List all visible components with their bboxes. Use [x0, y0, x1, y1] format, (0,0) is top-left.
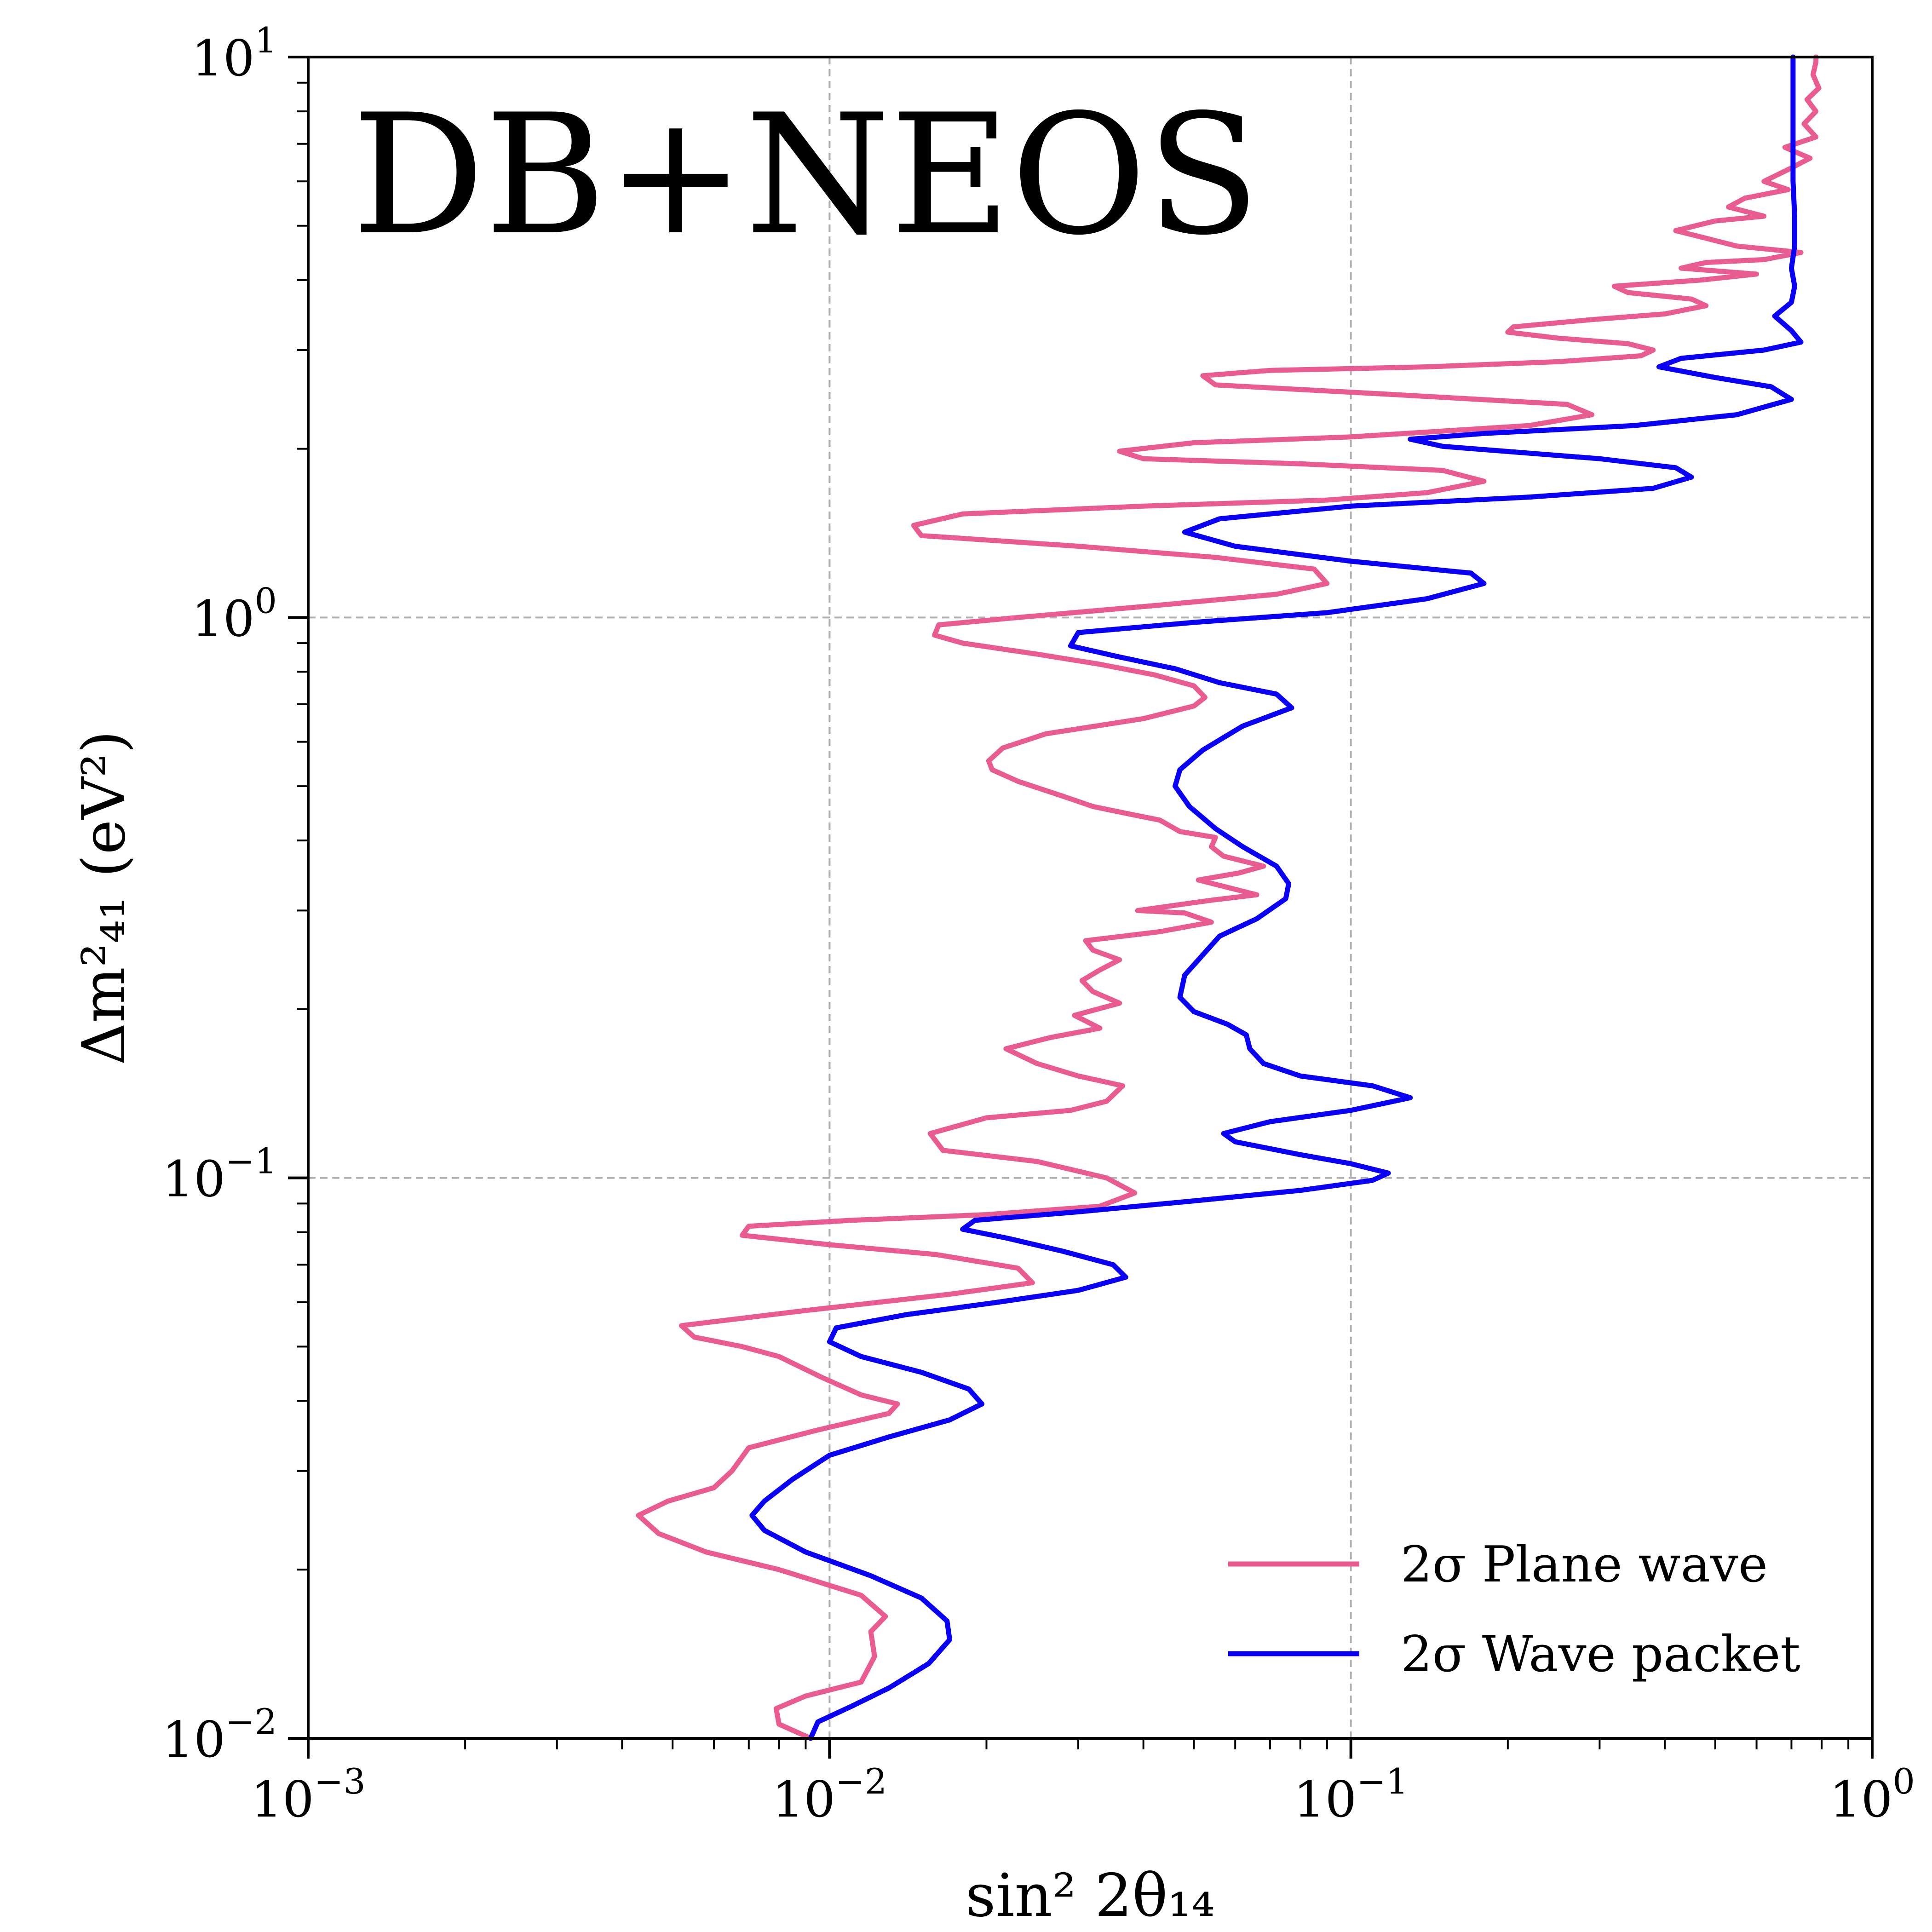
series-line-plane-wave [636, 54, 1822, 1741]
y-axis-title: Δm²₄₁ (eV²) [70, 730, 138, 1065]
x-tick-label: 100 [1829, 1761, 1915, 1828]
plot-frame [307, 56, 1874, 1740]
series-line-wave-packet [749, 54, 1804, 1741]
y-tick-label: 101 [191, 20, 277, 87]
y-tick-label: 10−2 [162, 1701, 277, 1769]
y-tick-label: 100 [191, 580, 277, 648]
x-axis-title: sin² 2θ₁₄ [966, 1862, 1215, 1930]
legend-label: 2σ Plane wave [1401, 1536, 1768, 1593]
x-tick-label: 10−3 [251, 1761, 365, 1828]
series-layer [636, 54, 1822, 1741]
y-tick-label: 10−1 [162, 1141, 277, 1208]
panel-title: DB+NEOS [352, 79, 1260, 271]
legend: 2σ Plane wave 2σ Wave packet [1228, 1536, 1800, 1683]
x-tick-label: 10−2 [772, 1761, 887, 1828]
gridlines [308, 57, 1872, 1738]
axis-ticks [288, 56, 1874, 1759]
legend-label: 2σ Wave packet [1401, 1626, 1800, 1683]
x-tick-label: 10−1 [1294, 1761, 1408, 1828]
